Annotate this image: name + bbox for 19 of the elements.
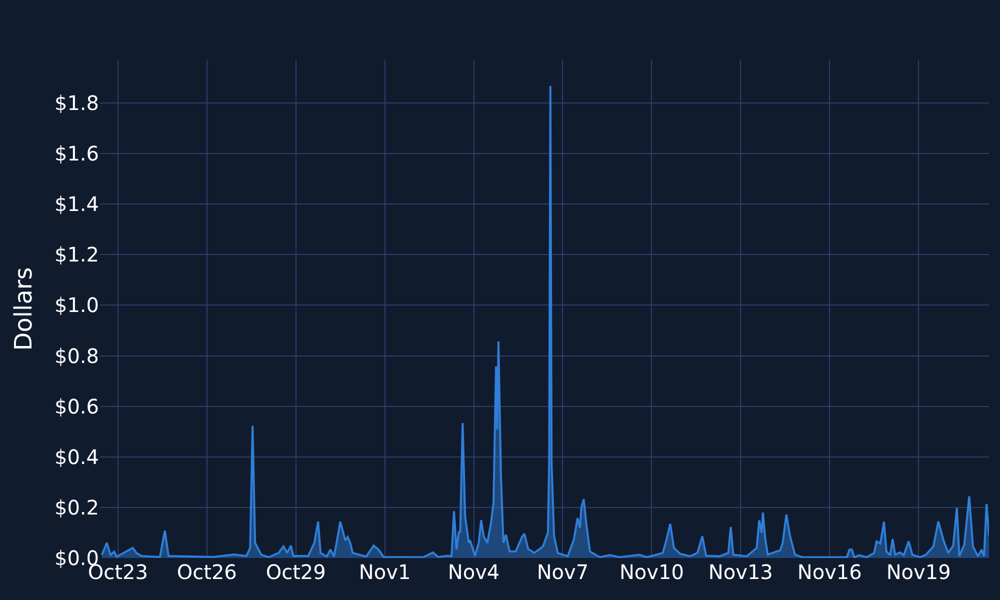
y-axis-title: Dollars [10, 267, 38, 351]
y-tick-label: $1.8 [54, 90, 99, 115]
x-tick-label: Nov7 [536, 560, 589, 584]
y-tick-label: $1.4 [54, 192, 99, 216]
x-tick-label: Nov4 [448, 560, 500, 584]
x-tick-label: Nov16 [797, 560, 862, 584]
y-tick-label: $1.2 [54, 242, 99, 267]
x-tick-label: Oct29 [266, 560, 326, 584]
y-tick-label: $0.4 [54, 444, 99, 469]
x-tick-label: Nov1 [358, 560, 411, 584]
y-tick-label: $1.0 [54, 293, 99, 318]
x-tick-label: Nov10 [619, 560, 684, 584]
y-tick-label: $0.8 [54, 344, 99, 368]
y-tick-label: $0.2 [54, 495, 99, 520]
x-tick-label: Oct26 [176, 560, 237, 584]
y-tick-label: $1.6 [54, 142, 99, 166]
y-tick-label: $0.6 [54, 394, 99, 418]
x-tick-label: Nov19 [886, 560, 951, 584]
x-tick-label: Nov13 [708, 560, 773, 584]
